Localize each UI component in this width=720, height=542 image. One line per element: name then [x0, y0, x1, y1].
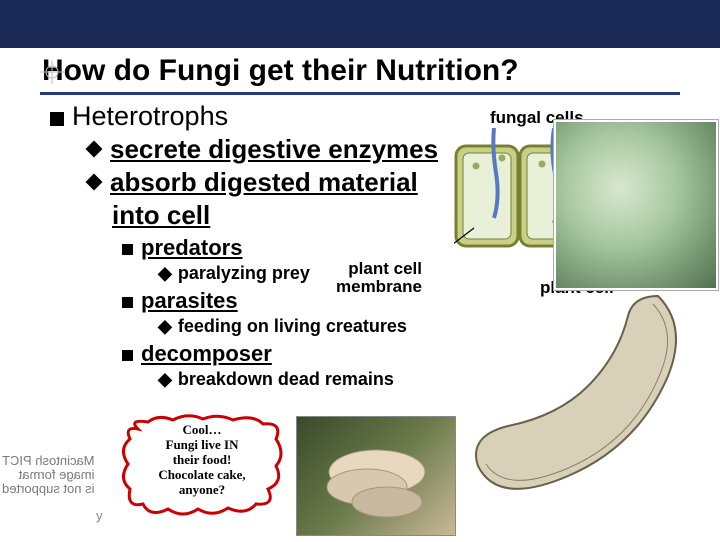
- bubble-line: Chocolate cake,: [158, 467, 245, 482]
- arrow-bullet-icon: ◆: [158, 369, 172, 390]
- bubble-line: Cool…: [183, 422, 222, 437]
- diamond-bullet-icon: [86, 141, 103, 158]
- footer-fragment: y: [96, 508, 103, 523]
- arrow-bullet-icon: ◆: [158, 263, 172, 284]
- pict-line: Macintosh PICT: [2, 453, 94, 468]
- mushroom-icon: [297, 417, 457, 537]
- square-bullet-sm-icon: [122, 297, 133, 308]
- mushroom-photo: [296, 416, 456, 536]
- heading-text: Heterotrophs: [72, 101, 228, 131]
- slide-title: How do Fungi get their Nutrition?: [0, 48, 720, 88]
- square-bullet-sm-icon: [122, 244, 133, 255]
- subpoint-text-l1: absorb digested material: [110, 167, 418, 197]
- sub3-text: breakdown dead remains: [178, 369, 394, 389]
- arrow-bullet-icon: ◆: [158, 316, 172, 337]
- square-bullet-sm-icon: [122, 350, 133, 361]
- sub2-text: predators: [141, 235, 242, 260]
- bubble-line: anyone?: [179, 482, 225, 497]
- sub2-text: parasites: [141, 288, 238, 313]
- label-line: membrane: [336, 277, 422, 296]
- label-plant-cell-membrane: plant cell membrane: [336, 260, 422, 296]
- top-bar: [0, 0, 720, 48]
- subpoint-text: secrete digestive enzymes: [110, 134, 438, 164]
- label-line: plant cell: [348, 259, 422, 278]
- pict-line: is not supported: [2, 481, 95, 496]
- square-bullet-icon: [50, 112, 64, 126]
- microscope-photo: [554, 120, 718, 290]
- sub3-text: paralyzing prey: [178, 263, 310, 283]
- pict-line: image format: [19, 467, 95, 482]
- pict-error-text: Macintosh PICT image format is not suppo…: [2, 454, 95, 496]
- crosshair-icon: [40, 60, 64, 84]
- diamond-bullet-icon: [86, 174, 103, 191]
- sub2-text: decomposer: [141, 341, 272, 366]
- nematode-illustration: [458, 286, 718, 536]
- sub3-text: feeding on living creatures: [178, 316, 407, 336]
- bubble-line: Fungi live IN: [166, 437, 239, 452]
- bubble-line: their food!: [173, 452, 232, 467]
- speech-bubble-text: Cool… Fungi live IN their food! Chocolat…: [128, 422, 276, 497]
- subpoint-text-l2: into cell: [112, 200, 210, 230]
